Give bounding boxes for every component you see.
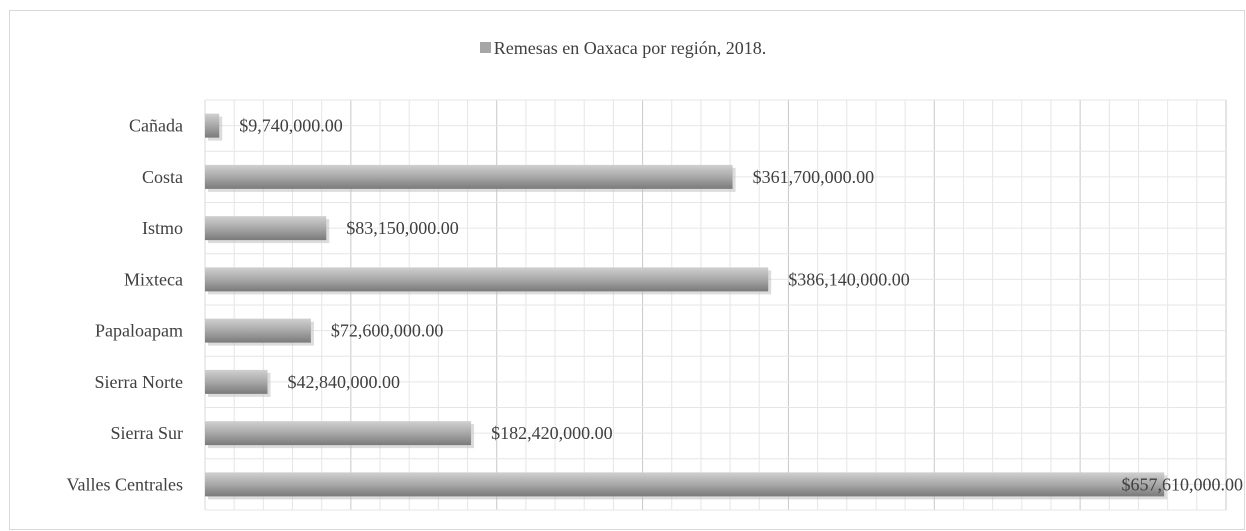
data-label: $72,600,000.00 bbox=[331, 321, 444, 341]
category-label: Istmo bbox=[142, 218, 183, 238]
bar bbox=[205, 113, 220, 138]
bar bbox=[205, 164, 733, 189]
data-label: $9,740,000.00 bbox=[239, 116, 343, 136]
bar bbox=[205, 216, 327, 241]
legend: Remesas en Oaxaca por región, 2018. bbox=[0, 36, 1246, 60]
legend-label: Remesas en Oaxaca por región, 2018. bbox=[493, 38, 767, 58]
category-label: Sierra Norte bbox=[95, 372, 183, 392]
bar bbox=[205, 318, 311, 343]
bar bbox=[205, 421, 472, 446]
data-label: $42,840,000.00 bbox=[287, 372, 400, 392]
bar bbox=[205, 472, 1165, 497]
category-label: Costa bbox=[142, 167, 183, 187]
data-label: $182,420,000.00 bbox=[491, 423, 613, 443]
bar bbox=[205, 267, 769, 292]
legend-swatch bbox=[479, 42, 491, 54]
data-label: $361,700,000.00 bbox=[753, 167, 875, 187]
category-label: Sierra Sur bbox=[111, 423, 183, 443]
data-label: $386,140,000.00 bbox=[788, 269, 910, 289]
category-label: Papaloapam bbox=[95, 321, 183, 341]
data-label: $83,150,000.00 bbox=[346, 218, 459, 238]
category-label: Valles Centrales bbox=[67, 474, 183, 494]
category-label: Cañada bbox=[129, 116, 183, 136]
data-label: $657,610,000.00 bbox=[1122, 474, 1244, 494]
bar bbox=[205, 369, 268, 394]
category-label: Mixteca bbox=[124, 269, 183, 289]
